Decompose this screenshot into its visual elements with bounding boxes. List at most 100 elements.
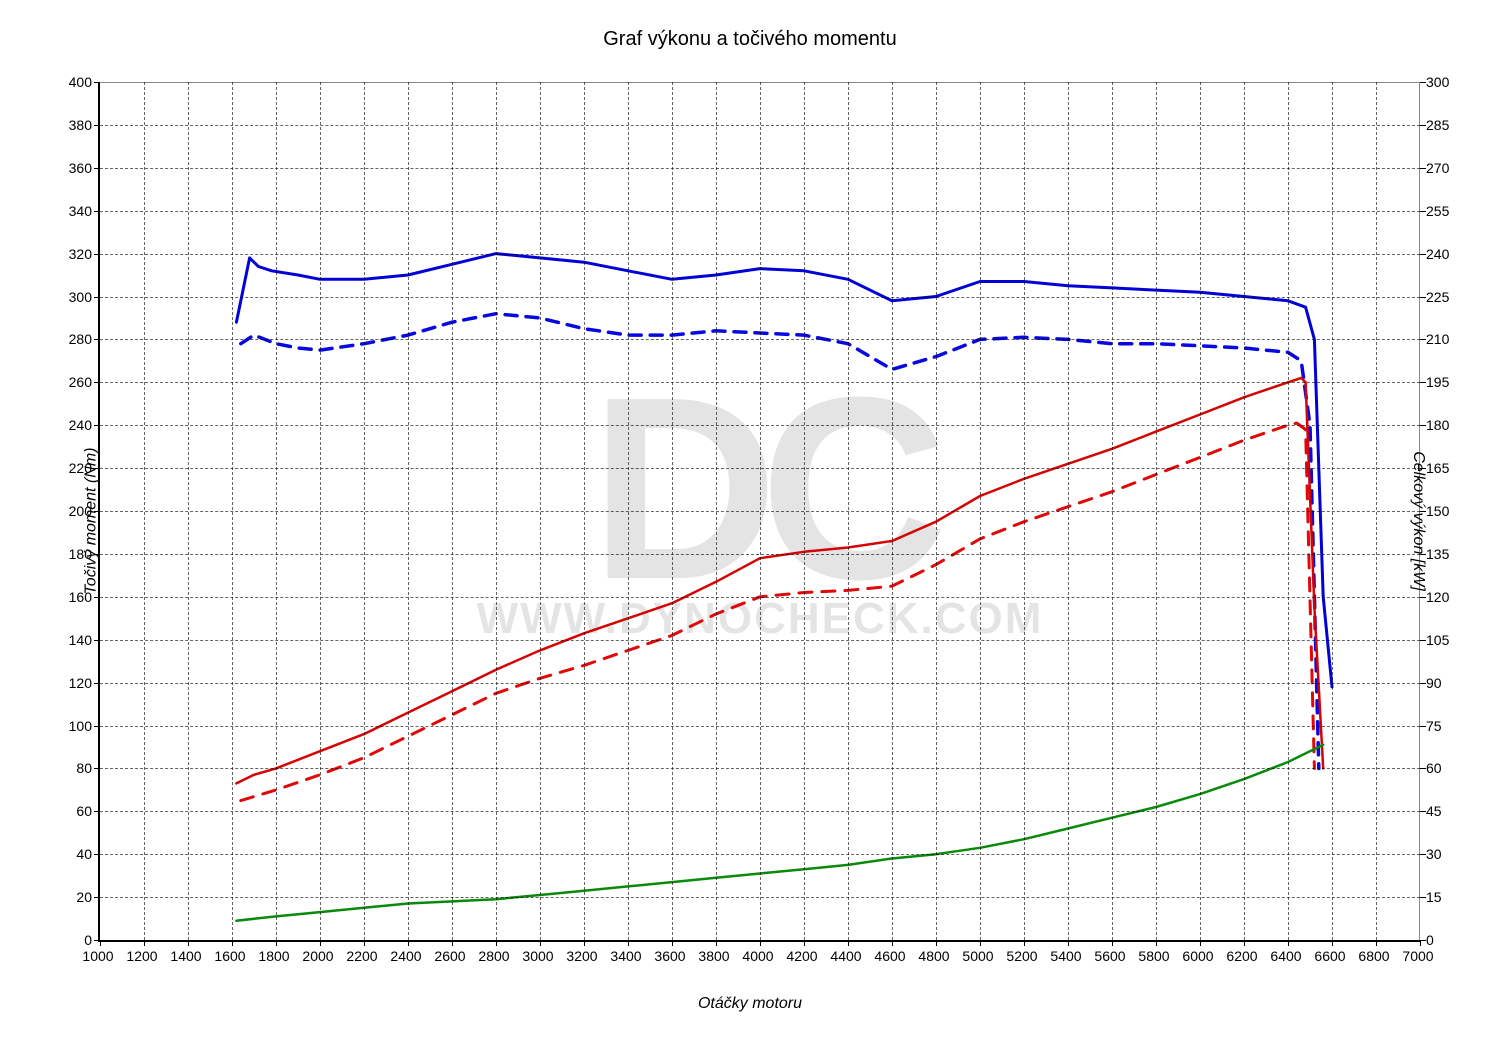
x-tick-mark bbox=[1376, 940, 1377, 946]
x-tick-label: 3800 bbox=[698, 948, 729, 964]
grid-horizontal bbox=[100, 211, 1420, 212]
x-tick-mark bbox=[188, 940, 189, 946]
y-right-tick-label: 135 bbox=[1426, 546, 1449, 562]
y-left-tick-mark bbox=[94, 339, 100, 340]
x-tick-mark bbox=[584, 940, 585, 946]
x-tick-mark bbox=[1200, 940, 1201, 946]
y-right-tick-label: 210 bbox=[1426, 331, 1449, 347]
x-tick-mark bbox=[320, 940, 321, 946]
x-tick-mark bbox=[408, 940, 409, 946]
grid-horizontal bbox=[100, 811, 1420, 812]
y-right-tick-label: 165 bbox=[1426, 460, 1449, 476]
y-right-tick-label: 105 bbox=[1426, 632, 1449, 648]
grid-horizontal bbox=[100, 640, 1420, 641]
y-left-tick-mark bbox=[94, 382, 100, 383]
y-right-tick-label: 45 bbox=[1426, 803, 1442, 819]
y-left-tick-mark bbox=[94, 897, 100, 898]
y-right-tick-label: 75 bbox=[1426, 718, 1442, 734]
y-left-tick-label: 320 bbox=[62, 246, 92, 262]
y-left-tick-mark bbox=[94, 254, 100, 255]
y-left-tick-label: 120 bbox=[62, 675, 92, 691]
y-left-tick-label: 300 bbox=[62, 289, 92, 305]
x-tick-mark bbox=[1332, 940, 1333, 946]
y-left-tick-label: 380 bbox=[62, 117, 92, 133]
x-tick-label: 3600 bbox=[654, 948, 685, 964]
x-tick-mark bbox=[496, 940, 497, 946]
x-tick-label: 4600 bbox=[874, 948, 905, 964]
x-tick-mark bbox=[1244, 940, 1245, 946]
plot-area: DC WWW.DYNOCHECK.COM bbox=[98, 82, 1420, 942]
x-tick-mark bbox=[980, 940, 981, 946]
y-left-tick-mark bbox=[94, 854, 100, 855]
y-right-tick-label: 240 bbox=[1426, 246, 1449, 262]
grid-horizontal bbox=[100, 168, 1420, 169]
x-tick-label: 6000 bbox=[1182, 948, 1213, 964]
y-right-tick-label: 120 bbox=[1426, 589, 1449, 605]
chart-title: Graf výkonu a točivého momentu bbox=[0, 28, 1500, 51]
y-right-tick-label: 300 bbox=[1426, 74, 1449, 90]
y-left-tick-label: 220 bbox=[62, 460, 92, 476]
x-tick-mark bbox=[1024, 940, 1025, 946]
x-tick-mark bbox=[1112, 940, 1113, 946]
series-power_stock bbox=[241, 423, 1315, 800]
x-tick-label: 5800 bbox=[1138, 948, 1169, 964]
grid-horizontal bbox=[100, 597, 1420, 598]
x-tick-label: 5000 bbox=[962, 948, 993, 964]
x-tick-mark bbox=[1288, 940, 1289, 946]
chart-container: { "chart": { "type": "line", "title": "G… bbox=[0, 0, 1500, 1041]
y-left-tick-label: 180 bbox=[62, 546, 92, 562]
x-tick-mark bbox=[672, 940, 673, 946]
x-tick-label: 1200 bbox=[126, 948, 157, 964]
y-left-tick-label: 160 bbox=[62, 589, 92, 605]
x-tick-label: 4400 bbox=[830, 948, 861, 964]
x-tick-mark bbox=[144, 940, 145, 946]
y-left-tick-mark bbox=[94, 425, 100, 426]
x-tick-mark bbox=[628, 940, 629, 946]
x-tick-label: 5200 bbox=[1006, 948, 1037, 964]
grid-horizontal bbox=[100, 897, 1420, 898]
y-left-tick-mark bbox=[94, 940, 100, 941]
grid-horizontal bbox=[100, 339, 1420, 340]
x-tick-mark bbox=[452, 940, 453, 946]
y-right-tick-label: 15 bbox=[1426, 889, 1442, 905]
x-tick-label: 1400 bbox=[170, 948, 201, 964]
x-tick-mark bbox=[540, 940, 541, 946]
y-right-tick-label: 180 bbox=[1426, 417, 1449, 433]
x-tick-label: 6400 bbox=[1270, 948, 1301, 964]
y-left-tick-mark bbox=[94, 168, 100, 169]
x-tick-label: 4800 bbox=[918, 948, 949, 964]
y-left-tick-label: 0 bbox=[62, 932, 92, 948]
y-left-tick-label: 280 bbox=[62, 331, 92, 347]
x-tick-label: 6200 bbox=[1226, 948, 1257, 964]
y-axis-right-label: Celkový výkon [kW] bbox=[1409, 451, 1427, 591]
x-tick-mark bbox=[848, 940, 849, 946]
x-tick-mark bbox=[232, 940, 233, 946]
grid-horizontal bbox=[100, 468, 1420, 469]
y-left-tick-label: 60 bbox=[62, 803, 92, 819]
grid-horizontal bbox=[100, 854, 1420, 855]
y-left-tick-mark bbox=[94, 297, 100, 298]
grid-horizontal bbox=[100, 511, 1420, 512]
grid-horizontal bbox=[100, 125, 1420, 126]
y-left-tick-mark bbox=[94, 125, 100, 126]
y-right-tick-label: 285 bbox=[1426, 117, 1449, 133]
x-axis-label: Otáčky motoru bbox=[0, 995, 1500, 1013]
x-tick-mark bbox=[760, 940, 761, 946]
y-left-tick-mark bbox=[94, 640, 100, 641]
y-left-tick-label: 400 bbox=[62, 74, 92, 90]
y-left-tick-label: 140 bbox=[62, 632, 92, 648]
x-tick-label: 3400 bbox=[610, 948, 641, 964]
y-right-tick-label: 90 bbox=[1426, 675, 1442, 691]
x-tick-label: 2200 bbox=[346, 948, 377, 964]
x-tick-label: 7000 bbox=[1402, 948, 1433, 964]
series-power_tuned bbox=[236, 378, 1323, 783]
y-right-tick-label: 195 bbox=[1426, 374, 1449, 390]
x-tick-label: 1800 bbox=[258, 948, 289, 964]
series-losses bbox=[236, 745, 1323, 921]
y-left-tick-label: 240 bbox=[62, 417, 92, 433]
grid-horizontal bbox=[100, 297, 1420, 298]
x-tick-label: 6600 bbox=[1314, 948, 1345, 964]
x-tick-mark bbox=[1156, 940, 1157, 946]
x-tick-mark bbox=[892, 940, 893, 946]
y-right-tick-label: 150 bbox=[1426, 503, 1449, 519]
